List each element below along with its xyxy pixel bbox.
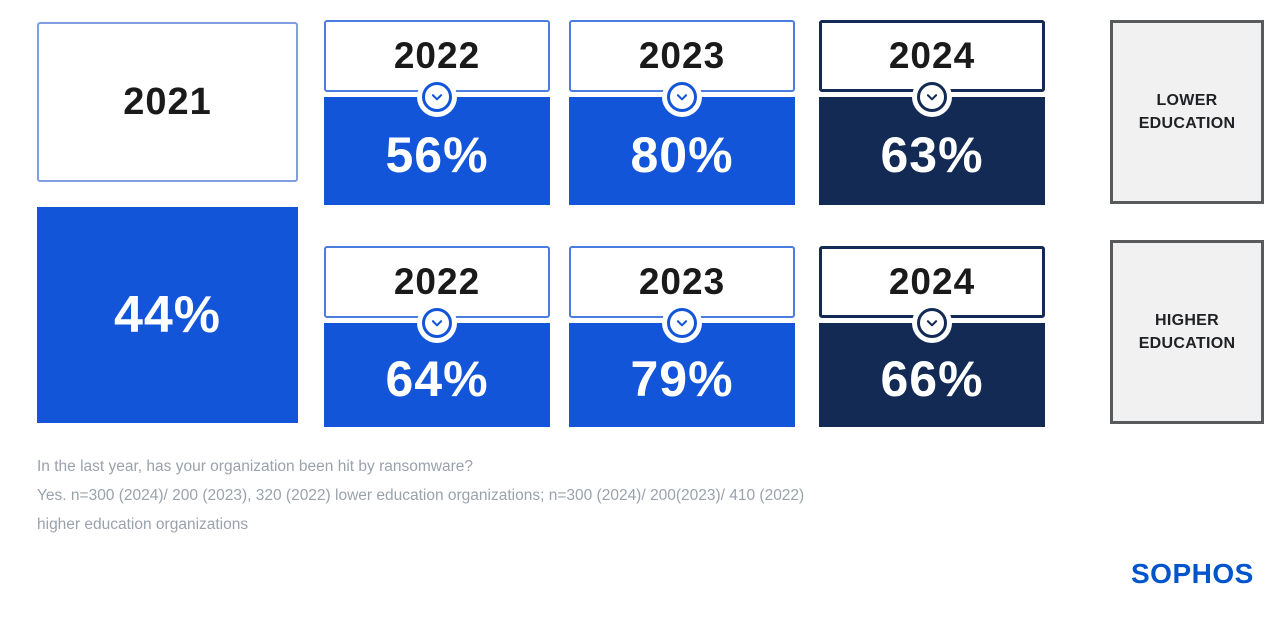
value-box: 56%	[324, 97, 550, 205]
percent-value: 56%	[385, 127, 489, 183]
year-header: 2022	[324, 246, 550, 318]
value-box: 63%	[819, 97, 1045, 205]
legend-line: HIGHER	[1154, 312, 1220, 329]
footnote-line-3: higher education organizations	[37, 516, 249, 533]
year-header: 2023	[569, 246, 795, 318]
year-label: 2024	[888, 35, 976, 76]
year-label: 2022	[393, 35, 481, 76]
legend-higher-education: HIGHER EDUCATION	[1110, 240, 1264, 424]
value-box: 64%	[324, 323, 550, 427]
value-box: 79%	[569, 323, 795, 427]
year-header: 2022	[324, 20, 550, 92]
year-2021-label: 2021	[123, 80, 212, 123]
sophos-logo: SOPHOS	[1131, 558, 1254, 589]
value-box: 66%	[819, 323, 1045, 427]
year-header: 2024	[819, 246, 1045, 318]
chevron-down-icon	[917, 82, 947, 112]
cell-2021-value: 44%	[37, 207, 298, 423]
footnote-line-1: In the last year, has your organization …	[37, 458, 473, 475]
year-label: 2023	[638, 35, 726, 76]
cell-lower-2022: 2022 56%	[324, 20, 550, 205]
percent-value: 63%	[880, 127, 984, 183]
chevron-down-icon	[667, 82, 697, 112]
year-label: 2023	[638, 261, 726, 302]
cell-higher-2024: 2024 66%	[819, 246, 1045, 427]
chevron-down-icon	[422, 82, 452, 112]
chevron-down-icon	[917, 308, 947, 338]
cell-higher-2023: 2023 79%	[569, 246, 795, 427]
legend-line: EDUCATION	[1138, 115, 1236, 132]
cell-2021-header: 2021	[37, 22, 298, 182]
chevron-down-icon	[667, 308, 697, 338]
cell-higher-2022: 2022 64%	[324, 246, 550, 427]
footnote: In the last year, has your organization …	[37, 452, 1037, 539]
legend-line: LOWER	[1156, 92, 1218, 109]
percent-value: 80%	[630, 127, 734, 183]
year-label: 2024	[888, 261, 976, 302]
value-box: 80%	[569, 97, 795, 205]
legend-line: EDUCATION	[1138, 335, 1236, 352]
percent-value: 64%	[385, 351, 489, 407]
cell-lower-2023: 2023 80%	[569, 20, 795, 205]
value-2021: 44%	[113, 286, 222, 344]
year-header: 2024	[819, 20, 1045, 92]
legend-lower-education: LOWER EDUCATION	[1110, 20, 1264, 204]
chevron-down-icon	[422, 308, 452, 338]
cell-lower-2024: 2024 63%	[819, 20, 1045, 205]
footnote-line-2: Yes. n=300 (2024)/ 200 (2023), 320 (2022…	[37, 487, 805, 504]
year-label: 2022	[393, 261, 481, 302]
percent-value: 66%	[880, 351, 984, 407]
percent-value: 79%	[630, 351, 734, 407]
